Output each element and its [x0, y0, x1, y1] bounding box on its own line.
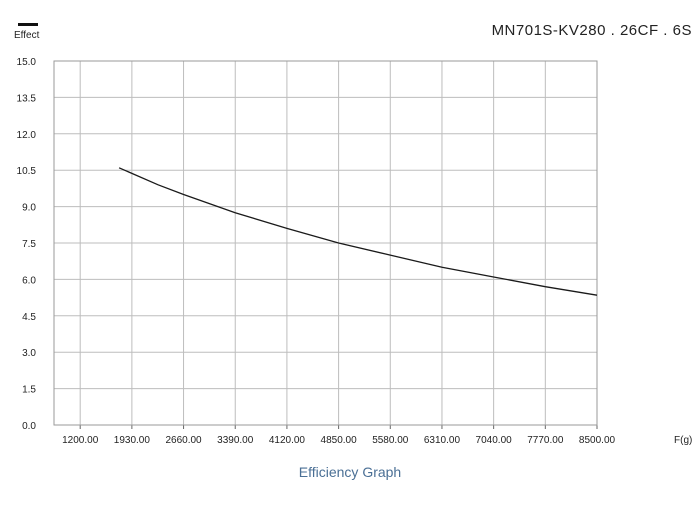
x-tick-label: 7040.00	[476, 435, 513, 446]
series	[118, 167, 598, 296]
x-tick-label: 2660.00	[165, 435, 202, 446]
series-line-effect	[118, 167, 598, 296]
y-tick-label: 6.0	[22, 275, 36, 286]
x-axis-label: F(g)	[674, 435, 692, 446]
y-tick-label: 10.5	[17, 166, 37, 177]
legend-swatch	[18, 23, 38, 26]
x-tick-label: 1200.00	[62, 435, 99, 446]
grid	[54, 60, 598, 426]
y-tick-label: 0.0	[22, 421, 36, 432]
y-tick-label: 12.0	[17, 130, 37, 141]
y-tick-label: 4.5	[22, 312, 36, 323]
y-tick-label: 3.0	[22, 348, 36, 359]
y-tick-label: 7.5	[22, 239, 36, 250]
x-tick-label: 7770.00	[527, 435, 564, 446]
x-tick-label: 1930.00	[114, 435, 151, 446]
x-tick-label: 3390.00	[217, 435, 254, 446]
chart-title: MN701S-KV280 . 26CF . 6S	[491, 22, 692, 39]
y-tick-label: 13.5	[17, 93, 37, 104]
tick-labels: 15.0 13.5 12.0 10.5 9.0 7.5 6.0 4.5 3.0 1.5 0.0 120…	[17, 57, 693, 446]
x-tick-label: 5580.00	[372, 435, 409, 446]
x-tick-label: 8500.00	[579, 435, 616, 446]
x-tick-label: 4120.00	[269, 435, 306, 446]
chart-caption: Efficiency Graph	[298, 464, 402, 480]
x-tick-label: 4850.00	[321, 435, 358, 446]
y-tick-label: 1.5	[22, 385, 36, 396]
axes	[53, 60, 598, 429]
plot-frame	[53, 60, 598, 426]
x-tick-label: 6310.00	[424, 435, 461, 446]
y-tick-label: 9.0	[22, 203, 36, 214]
legend-label: Effect	[14, 30, 40, 41]
y-tick-label: 15.0	[17, 57, 37, 68]
